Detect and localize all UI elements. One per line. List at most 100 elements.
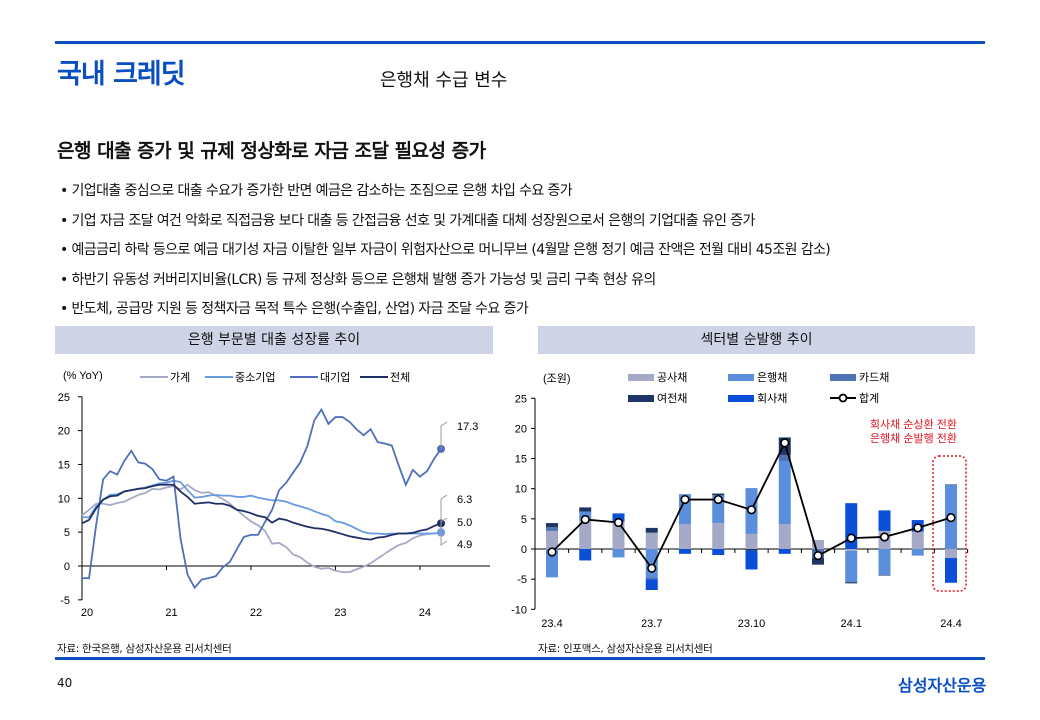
y-tick-label: 20 [58, 426, 70, 438]
legend-swatch-은행채 [728, 374, 754, 381]
bar-여전채 [645, 527, 658, 533]
bullet-item: • 반도체, 공급망 지원 등 정책자금 목적 특수 은행(수출입, 산업) 자… [60, 301, 529, 317]
bullet-item: • 기업 자금 조달 여건 악화로 직접금융 보다 대출 등 간접금융 선호 및… [60, 212, 755, 229]
section-title: 국내 크레딧 [57, 59, 186, 90]
bullet-item: • 기업대출 중심으로 대출 수요가 증가한 반면 예금은 감소하는 조짐으로 … [60, 183, 573, 199]
bar-회사채 [579, 549, 592, 561]
legend-label: 합계 [859, 392, 879, 405]
bar-공사채 [712, 523, 725, 549]
bar-공사채 [845, 549, 858, 551]
bar-공사채 [911, 531, 924, 549]
bar-공사채 [778, 524, 791, 549]
legend-label: 중소기업 [235, 371, 275, 384]
annotation-text: 회사채 순상환 전환 [870, 418, 957, 431]
total-point [680, 494, 690, 505]
leader-line [440, 421, 448, 449]
total-point [913, 523, 923, 533]
legend-marker [838, 393, 848, 403]
bar-은행채 [878, 549, 891, 575]
y-tick-label: 15 [58, 459, 70, 471]
total-point [813, 551, 823, 561]
y-tick-label: 0 [64, 561, 70, 573]
x-tick-label: 23 [334, 607, 346, 619]
page-number: 40 [57, 676, 73, 690]
bar-여전채 [812, 558, 824, 565]
highlight-box [932, 455, 967, 592]
legend-label: 공사채 [657, 371, 687, 384]
bar-회사채 [745, 550, 758, 570]
bullet-item: • 하반기 유동성 커버리지비율(LCR) 등 규제 정상화 등으로 은행채 발… [60, 271, 656, 288]
bar-여전채 [845, 582, 858, 584]
headline: 은행 대출 증가 및 규제 정상화로 자금 조달 필요성 증가 [57, 140, 486, 162]
bar-공사채 [945, 549, 957, 559]
x-tick-label: 23.10 [738, 618, 766, 630]
bar-여전채 [546, 523, 558, 528]
end-label-대기업: 17.3 [457, 421, 478, 433]
bar-공사채 [579, 520, 592, 549]
legend-swatch-공사채 [628, 374, 654, 381]
end-label-중소기업: 5.0 [457, 517, 472, 529]
bar-여전채 [712, 493, 725, 496]
bar-여전채 [945, 484, 957, 486]
total-point [647, 563, 657, 573]
bullet-item: • 예금금리 하락 등으로 예금 대기성 자금 이탈한 일부 자금이 위험자산으… [60, 242, 831, 258]
total-point [713, 494, 723, 505]
bar-회사채 [878, 510, 891, 531]
y-tick-label: 20 [515, 423, 527, 435]
x-tick-label: 20 [81, 607, 93, 619]
y-tick-label: -10 [511, 604, 527, 616]
series-line-전체 [81, 483, 442, 541]
bar-회사채 [778, 549, 791, 554]
x-tick-label: 23.7 [641, 618, 662, 630]
bar-은행채 [612, 549, 625, 558]
bar-카드채 [778, 454, 791, 461]
total-point [547, 547, 557, 557]
bar-카드채 [645, 577, 658, 580]
legend-label: 여전채 [657, 392, 687, 405]
total-point [946, 513, 956, 523]
y-tick-label: 25 [515, 393, 527, 405]
source-left: 자료: 한국은행, 삼성자산운용 리서치센터 [57, 643, 232, 655]
page-subtitle: 은행채 수급 변수 [380, 70, 508, 91]
x-tick-label: 22 [250, 607, 262, 619]
series-line-대기업 [82, 407, 442, 590]
x-tick-label: 24.4 [940, 618, 961, 630]
leader-line [440, 532, 448, 546]
bar-은행채 [845, 550, 858, 583]
bar-공사채 [645, 532, 658, 549]
bar-공사채 [679, 524, 691, 549]
x-tick-label: 23.4 [541, 618, 562, 630]
bar-회사채 [612, 513, 625, 522]
bar-회사채 [679, 549, 691, 554]
bar-회사채 [645, 579, 658, 591]
left-chart-title: 은행 부문별 대출 성장률 추이 [55, 326, 493, 354]
legend-label: 카드채 [859, 371, 889, 384]
y-tick-label: 5 [64, 527, 70, 539]
legend-label: 가계 [170, 371, 190, 384]
bar-공사채 [812, 539, 824, 549]
legend-label: 회사채 [757, 392, 787, 405]
bar-여전채 [745, 549, 758, 551]
y-tick-label: 10 [515, 484, 527, 496]
bullet-list: • 기업대출 중심으로 대출 수요가 증가한 반면 예금은 감소하는 조짐으로 … [60, 180, 831, 328]
legend-swatch-여전채 [628, 395, 654, 402]
bar-공사채 [546, 530, 558, 549]
end-label-가계: 4.9 [457, 539, 472, 551]
bottom-rule [55, 657, 985, 660]
bar-회사채 [712, 549, 725, 556]
bar-회사채 [945, 558, 957, 583]
x-tick-label: 21 [165, 607, 177, 619]
legend-label: 은행채 [757, 371, 787, 384]
y-tick-label: 25 [58, 392, 70, 404]
annotation-text: 은행채 순발행 전환 [870, 432, 957, 445]
legend-label: 대기업 [320, 371, 350, 384]
total-point [746, 505, 757, 515]
total-point [580, 514, 590, 525]
x-tick-label: 24 [419, 607, 431, 619]
bar-카드채 [546, 527, 558, 531]
total-point [613, 517, 624, 528]
top-rule [55, 41, 985, 44]
right-chart-title: 섹터별 순발행 추이 [538, 326, 975, 354]
